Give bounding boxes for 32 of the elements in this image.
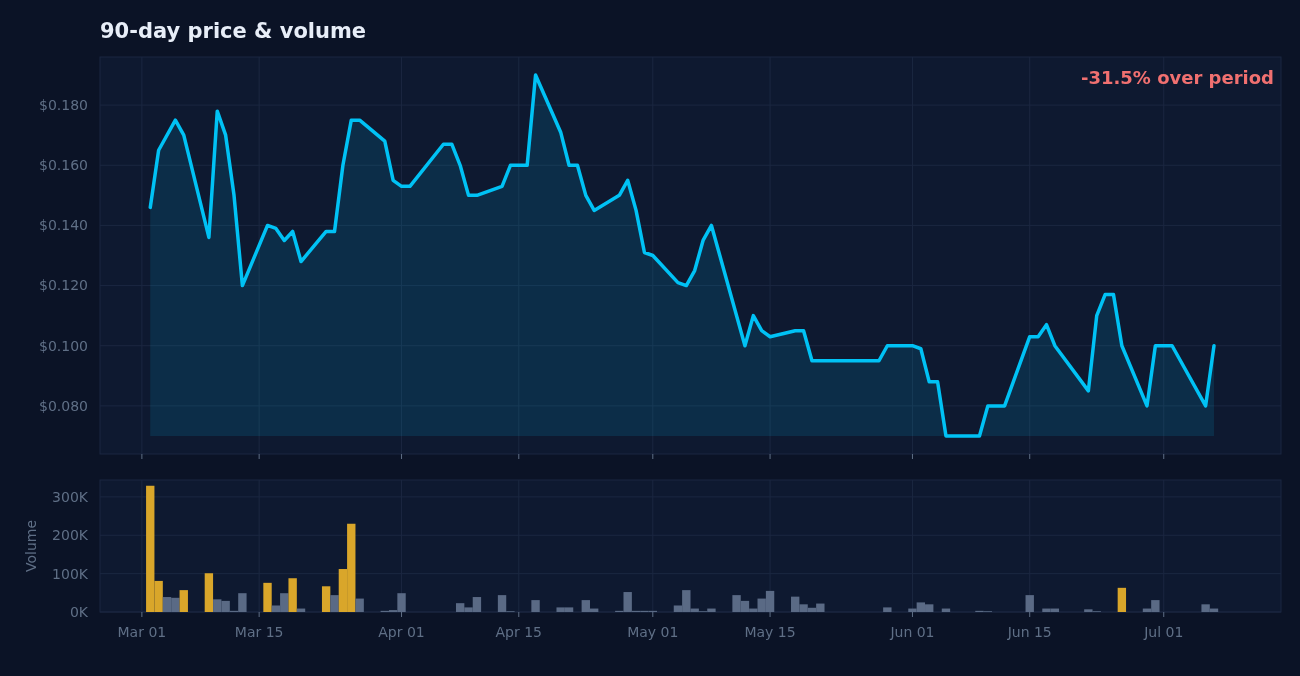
bar — [330, 595, 339, 612]
x-tick-label: Mar 15 — [234, 624, 284, 640]
bar — [355, 598, 364, 612]
x-tick-label: Mar 01 — [117, 624, 167, 640]
bar — [1117, 587, 1127, 612]
y-tick-label: $0.100 — [39, 337, 88, 354]
y-tick-label: $0.160 — [39, 157, 88, 174]
x-tick-label: Jul 01 — [1143, 624, 1184, 640]
y-tick-label: $0.120 — [39, 277, 88, 294]
bar — [263, 582, 272, 612]
y-tick-label: $0.080 — [39, 397, 88, 414]
x-tick-label: Apr 01 — [378, 624, 425, 640]
x-tick-label: May 01 — [627, 624, 679, 640]
x-tick-label: May 15 — [744, 624, 796, 640]
bar — [531, 600, 540, 612]
chart-title: 90-day price & volume — [100, 19, 367, 43]
y-tick-label: 0K — [69, 603, 89, 620]
x-tick-label: Jun 01 — [889, 624, 935, 640]
bar — [204, 573, 214, 612]
y-tick-label: 200K — [52, 527, 89, 544]
bar — [883, 607, 892, 612]
y-tick-label: $0.140 — [39, 217, 88, 234]
x-tick-label: Jun 15 — [1006, 624, 1052, 640]
bar — [179, 590, 188, 612]
x-tick-label: Apr 15 — [495, 624, 543, 640]
bar — [288, 578, 297, 612]
annotation: -31.5% over period — [1080, 67, 1274, 88]
y-tick-label: $0.180 — [39, 97, 88, 114]
y-axis-title: Volume — [23, 519, 39, 573]
bar — [321, 586, 331, 612]
y-tick-label: 300K — [52, 488, 89, 505]
y-tick-label: 100K — [52, 565, 89, 582]
